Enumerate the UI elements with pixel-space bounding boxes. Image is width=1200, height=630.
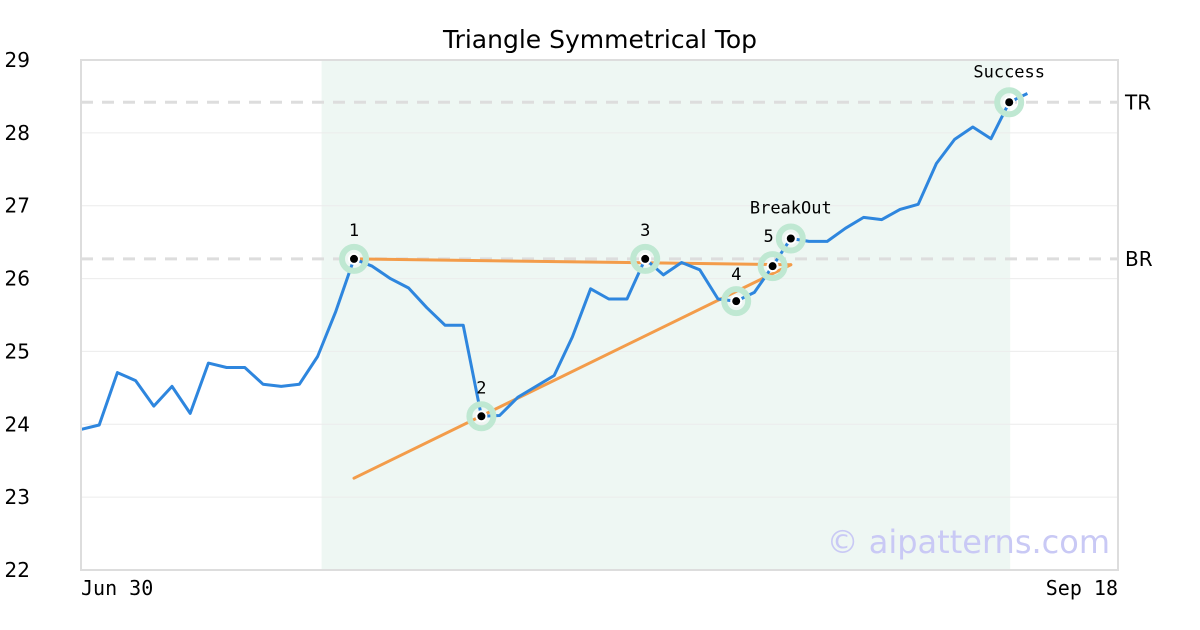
marker-label-5: 5 [763, 227, 773, 247]
marker-ring-success [994, 87, 1025, 118]
marker-ring-4 [721, 286, 752, 317]
level-label-br: BR [1125, 247, 1153, 271]
chart-title: Triangle Symmetrical Top [442, 25, 757, 54]
marker-label-2: 2 [476, 378, 486, 398]
y-tick-label-25: 25 [5, 339, 30, 363]
series-layer [80, 92, 1029, 431]
plot-frame [80, 59, 1119, 571]
marker-dot-breakout [784, 232, 797, 245]
y-tick-label-29: 29 [5, 48, 30, 72]
y-tick-label-28: 28 [5, 121, 30, 145]
marker-ring-2 [466, 401, 497, 432]
marker-ring-breakout [775, 223, 806, 254]
frame-layer [80, 59, 1119, 571]
y-tick-label-23: 23 [5, 485, 30, 509]
marker-label-1: 1 [349, 221, 359, 241]
price-line [80, 92, 1029, 431]
y-tick-label-27: 27 [5, 194, 30, 218]
marker-layer [339, 87, 1025, 432]
marker-dot-1 [348, 252, 360, 265]
marker-label-success: Success [973, 62, 1045, 82]
text-layer: Triangle Symmetrical Top Jun 30 Sep 18 ©… [5, 25, 1153, 600]
y-tick-label-22: 22 [5, 558, 30, 582]
marker-label-breakout: BreakOut [750, 199, 832, 219]
resistance-trend-line [352, 257, 793, 267]
marker-label-4: 4 [731, 265, 741, 285]
pattern-range-shade [321, 60, 1011, 570]
marker-label-3: 3 [640, 221, 650, 241]
marker-ring-3 [630, 243, 661, 274]
marker-ring-1 [339, 243, 369, 274]
x-tick-label-start: Jun 30 [81, 576, 153, 600]
marker-dot-3 [639, 252, 652, 265]
level-label-tr: TR [1124, 90, 1151, 114]
marker-dot-success [1003, 96, 1016, 109]
y-tick-label-24: 24 [5, 412, 30, 436]
watermark: © aipatterns.com [827, 523, 1110, 561]
x-tick-label-end: Sep 18 [1046, 576, 1118, 600]
marker-dot-5 [766, 260, 779, 273]
grid-layer [81, 132, 1118, 498]
marker-dot-2 [475, 410, 488, 423]
shade-layer [321, 60, 1011, 570]
y-tick-label-26: 26 [5, 267, 30, 291]
marker-ring-5 [757, 251, 788, 282]
level-layer [81, 100, 1118, 261]
marker-dot-4 [730, 295, 743, 308]
